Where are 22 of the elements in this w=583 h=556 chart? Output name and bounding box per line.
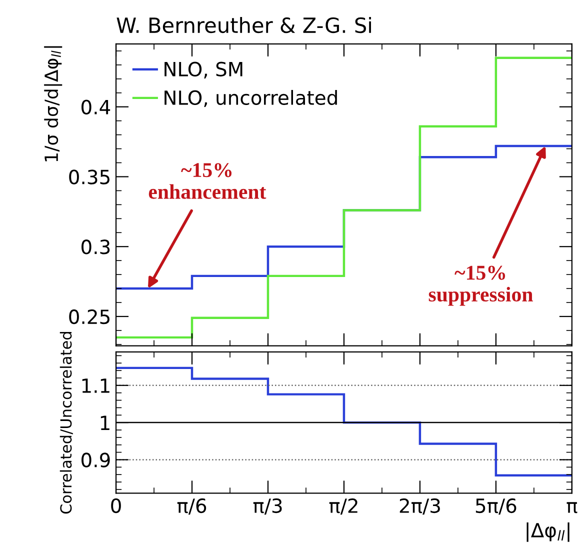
- chart-title: W. Bernreuther & Z-G. Si: [116, 16, 371, 34]
- y-tick-label: 1.1: [82, 378, 110, 393]
- x-tick-label: 0: [111, 498, 121, 514]
- y-tick-label: 0.35: [69, 170, 110, 184]
- x-tick-label: π/2: [329, 498, 358, 515]
- y-tick-label: 0.9: [82, 452, 110, 468]
- y-axis-title: Correlated/Uncorrelated: [60, 332, 73, 514]
- annotation: ~15% suppression: [428, 266, 533, 306]
- x-tick-label: 2π/3: [400, 498, 440, 515]
- x-axis-title: |Δφ$_{ll}$|: [526, 522, 570, 542]
- y-axis-title: 1/σ dσ/d|Δφ$_{ll}$|: [44, 46, 62, 162]
- y-tick-label: 1: [100, 416, 110, 430]
- x-tick-label: 5π/6: [476, 498, 516, 515]
- legend-label: NLO, uncorrelated: [164, 90, 337, 107]
- y-tick-label: 0.4: [82, 100, 110, 114]
- x-tick-label: π/6: [177, 498, 206, 515]
- x-tick-label: π: [566, 502, 578, 514]
- annotation: ~15% enhancement: [148, 163, 266, 199]
- legend-label: NLO, SM: [164, 62, 242, 78]
- y-tick-label: 0.3: [82, 240, 110, 254]
- x-tick-label: π/3: [253, 498, 282, 515]
- y-tick-label: 0.25: [69, 309, 110, 324]
